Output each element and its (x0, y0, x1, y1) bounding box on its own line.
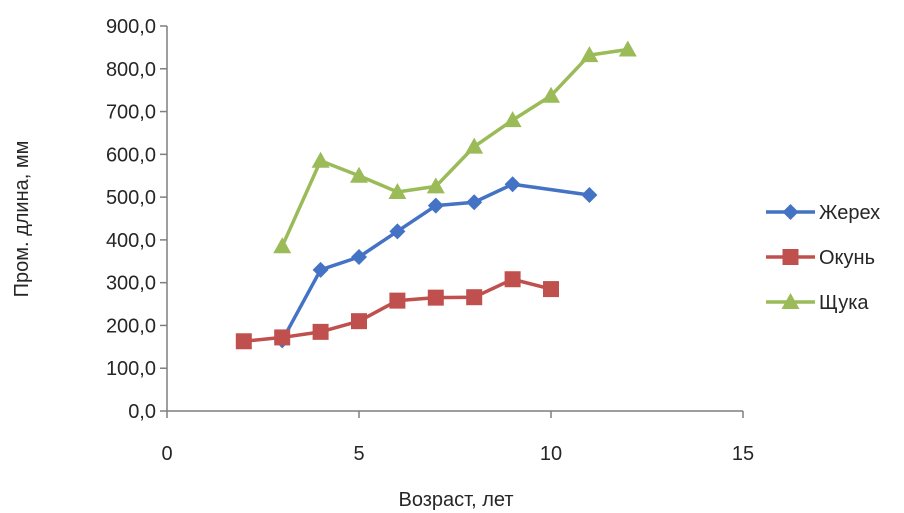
data-point (427, 289, 444, 306)
plot-area: 0,0 100,0 200,0 300,0 400,0 500,0 600,0 700,0 80… (106, 16, 754, 465)
data-point (351, 313, 367, 330)
data-point (389, 292, 406, 309)
series-1 (274, 176, 598, 349)
data-point (388, 182, 407, 199)
data-point (504, 271, 521, 288)
x-tick-label: 15 (732, 443, 754, 465)
x-axis-ticks: 0 5 10 15 (161, 411, 754, 465)
legend-item-1: Жерех (766, 202, 880, 224)
data-point (542, 86, 560, 103)
y-tick-label: 700,0 (106, 102, 156, 124)
legend-marker (781, 293, 800, 309)
data-point (312, 261, 329, 278)
data-point (426, 177, 445, 194)
data-point (273, 237, 292, 254)
data-point (274, 329, 291, 346)
series-line (280, 182, 590, 342)
y-tick-label: 300,0 (106, 273, 156, 295)
data-point (351, 249, 367, 265)
data-point (543, 281, 559, 298)
x-tick-label: 5 (353, 443, 364, 465)
data-point (504, 176, 521, 193)
y-tick-label: 400,0 (106, 230, 156, 252)
data-point (466, 194, 483, 211)
x-tick-label: 10 (540, 443, 562, 465)
data-point (427, 197, 444, 214)
series-layer (235, 40, 637, 350)
y-tick-label: 800,0 (106, 59, 156, 81)
series-2 (235, 271, 559, 350)
data-point (618, 40, 637, 57)
y-tick-label: 500,0 (106, 187, 156, 209)
data-point (312, 323, 329, 340)
series-line (280, 47, 629, 248)
data-point (503, 111, 522, 128)
legend-label: Жерех (819, 202, 880, 224)
data-point (465, 137, 484, 154)
data-point (466, 289, 483, 306)
series-3 (273, 40, 637, 254)
legend-marker (782, 249, 799, 265)
y-tick-label: 100,0 (106, 358, 156, 380)
x-axis-title: Возраст, лет (399, 489, 514, 511)
y-axis-title: Пром. длина, мм (11, 141, 33, 298)
data-point (235, 333, 252, 350)
data-point (311, 151, 330, 168)
legend-item-2: Окунь (766, 247, 875, 269)
legend-label: Окунь (819, 247, 875, 269)
data-point (350, 166, 368, 183)
legend-item-3: Щука (766, 292, 869, 314)
data-point (580, 46, 599, 63)
data-point (389, 223, 406, 240)
y-tick-label: 200,0 (106, 315, 156, 337)
data-point (581, 186, 598, 203)
y-axis-ticks: 0,0 100,0 200,0 300,0 400,0 500,0 600,0 700,0 80… (106, 16, 167, 423)
y-tick-label: 0,0 (128, 401, 156, 423)
y-tick-label: 900,0 (106, 16, 156, 38)
y-tick-label: 600,0 (106, 144, 156, 166)
x-tick-label: 0 (161, 443, 172, 465)
legend-marker (782, 204, 799, 220)
legend-label: Щука (819, 292, 869, 314)
legend: Жерех Окунь Щука (766, 202, 880, 314)
